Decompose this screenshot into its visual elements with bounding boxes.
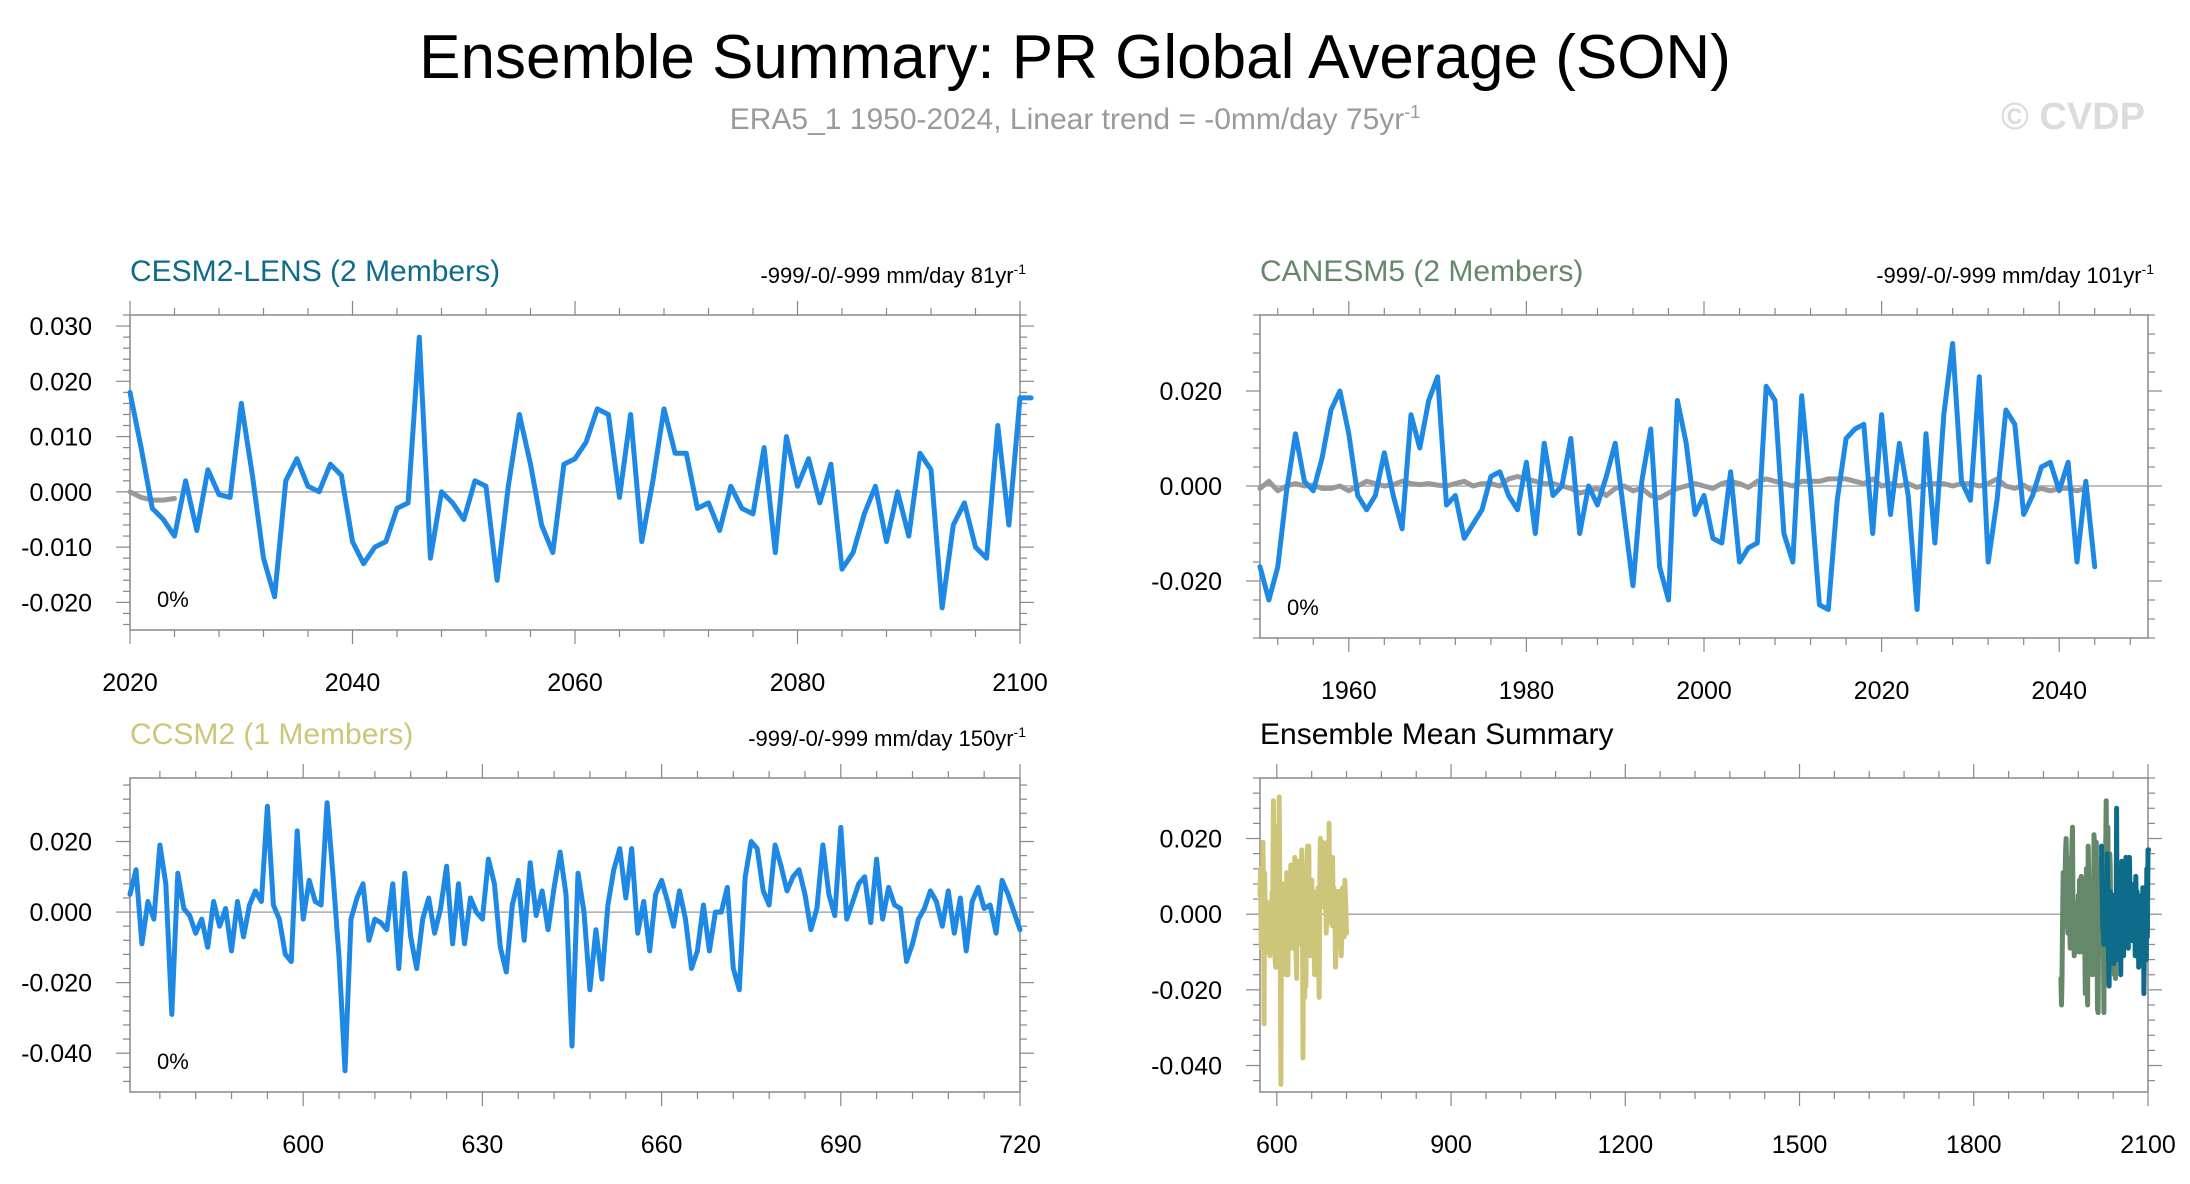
percent-label: 0% — [157, 587, 189, 612]
y-tick-label: 0.000 — [29, 899, 92, 927]
y-tick-label: -0.020 — [1151, 977, 1222, 1005]
x-tick-label: 1960 — [1321, 677, 1377, 705]
y-tick-label: -0.020 — [1151, 568, 1222, 596]
y-tick-label: 0.000 — [1159, 473, 1222, 501]
ensemble-series-line — [2058, 798, 2118, 1016]
y-tick-label: 0.030 — [29, 313, 92, 341]
trend-stat-superscript: -1 — [1014, 261, 1027, 277]
model-series-line — [127, 800, 1023, 1074]
x-tick-label: 2100 — [2120, 1131, 2176, 1159]
chart-panel-1: -0.020 -0.010 0.000 0.010 0.020 0.030 2020 2040… — [21, 255, 1048, 697]
x-tick-label: 1500 — [1772, 1131, 1828, 1159]
x-tick-label: 2020 — [102, 669, 158, 697]
panel-title: CCSM2 (1 Members) — [130, 718, 413, 751]
chart-panel-4: -0.040 -0.020 0.000 0.020 600 900 1200 1500 1800… — [1151, 718, 2176, 1159]
figure-title: Ensemble Summary: PR Global Average (SON… — [419, 23, 1731, 92]
chart-panel-2: -0.020 0.000 0.020 1960 1980 2000 2020 2040 CANE… — [1151, 255, 2162, 705]
x-tick-label: 600 — [282, 1131, 324, 1159]
trend-stat-text: -999/-0/-999 mm/day 150yr — [748, 726, 1013, 751]
x-tick-label: 660 — [641, 1131, 683, 1159]
percent-label: 0% — [157, 1049, 189, 1074]
y-tick-label: 0.010 — [29, 424, 92, 452]
plot-frame — [1259, 314, 2149, 639]
y-tick-label: 0.000 — [1159, 901, 1222, 929]
y-tick-label: 0.020 — [1159, 378, 1222, 406]
percent-label: 0% — [1287, 595, 1319, 620]
trend-stat-superscript: -1 — [1014, 724, 1027, 740]
plot-frame — [129, 314, 1021, 631]
ensemble-series-line — [2099, 805, 2152, 997]
model-series-line — [127, 334, 1034, 611]
x-tick-label: 2080 — [770, 669, 826, 697]
y-tick-label: -0.010 — [21, 534, 92, 562]
x-tick-label: 2100 — [992, 669, 1048, 697]
x-tick-label: 630 — [462, 1131, 504, 1159]
trend-stat-superscript: -1 — [2142, 261, 2155, 277]
trend-stat-label: -999/-0/-999 mm/day 101yr-1 — [1876, 261, 2154, 288]
x-tick-label: 2000 — [1676, 677, 1732, 705]
trend-stat-text: -999/-0/-999 mm/day 81yr — [760, 263, 1013, 288]
panel-title: CANESM5 (2 Members) — [1260, 255, 1583, 288]
y-tick-label: 0.020 — [29, 829, 92, 857]
x-tick-label: 1980 — [1499, 677, 1555, 705]
x-tick-label: 1800 — [1946, 1131, 2002, 1159]
x-tick-label: 720 — [999, 1131, 1041, 1159]
x-tick-label: 900 — [1430, 1131, 1472, 1159]
x-tick-label: 2060 — [547, 669, 603, 697]
chart-panel-3: -0.040 -0.020 0.000 0.020 600 630 660 690 720 CCS… — [21, 718, 1041, 1159]
subtitle-text: ERA5_1 1950-2024, Linear trend = -0mm/da… — [729, 103, 1405, 136]
y-tick-label: 0.000 — [29, 479, 92, 507]
y-tick-label: -0.040 — [21, 1040, 92, 1068]
x-tick-label: 600 — [1256, 1131, 1298, 1159]
trend-stat-label: -999/-0/-999 mm/day 81yr-1 — [760, 261, 1026, 288]
model-series-line — [1257, 341, 2098, 612]
x-tick-label: 2040 — [2031, 677, 2087, 705]
y-tick-label: 0.020 — [29, 368, 92, 396]
ensemble-series-line — [1257, 794, 1349, 1087]
figure-subtitle: ERA5_1 1950-2024, Linear trend = -0mm/da… — [0, 102, 2150, 137]
x-tick-label: 2040 — [325, 669, 381, 697]
x-tick-label: 2020 — [1854, 677, 1910, 705]
plot-frame — [129, 777, 1021, 1093]
panel-title: Ensemble Mean Summary — [1260, 718, 1613, 751]
y-tick-label: -0.020 — [21, 589, 92, 617]
x-tick-label: 1200 — [1597, 1131, 1653, 1159]
cvdp-watermark: © CVDP — [2000, 96, 2145, 138]
subtitle-superscript: -1 — [1404, 102, 1421, 122]
trend-stat-text: -999/-0/-999 mm/day 101yr — [1876, 263, 2141, 288]
y-tick-label: -0.040 — [1151, 1053, 1222, 1081]
panel-title: CESM2-LENS (2 Members) — [130, 255, 500, 288]
trend-stat-label: -999/-0/-999 mm/day 150yr-1 — [748, 724, 1026, 751]
y-tick-label: 0.020 — [1159, 826, 1222, 854]
plot-frame — [1259, 777, 2149, 1093]
x-tick-label: 690 — [820, 1131, 862, 1159]
y-tick-label: -0.020 — [21, 970, 92, 998]
